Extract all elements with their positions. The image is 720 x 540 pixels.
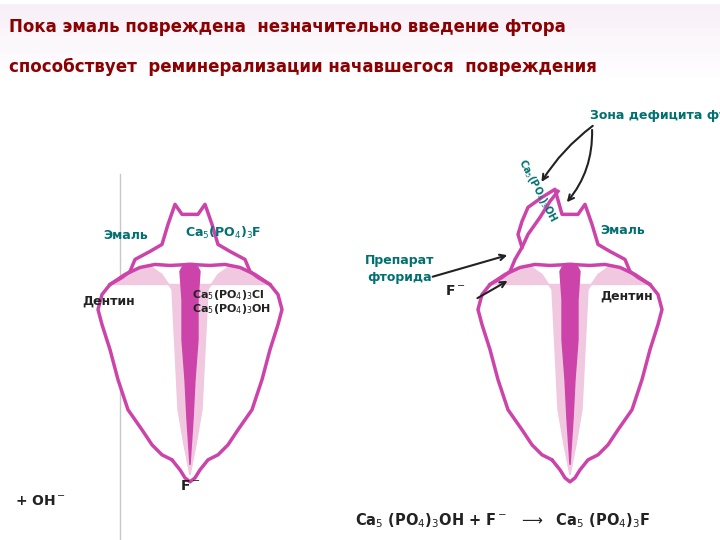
Text: Дентин: Дентин (600, 289, 652, 302)
Bar (0, 28, 720, 36)
Polygon shape (560, 264, 580, 465)
Text: + OH$^-$: + OH$^-$ (15, 494, 66, 508)
Bar (0, 77, 720, 85)
Text: F$^-$: F$^-$ (445, 284, 465, 298)
Bar (0, 12, 720, 20)
Bar (0, 69, 720, 77)
Bar (0, 52, 720, 60)
Text: Зона дефицита фтора: Зона дефицита фтора (590, 109, 720, 122)
Text: Дентин: Дентин (82, 294, 135, 308)
Text: Ca$_5$(PO$_4$)$_3$F: Ca$_5$(PO$_4$)$_3$F (185, 225, 261, 241)
Text: способствует  реминерализации начавшегося  повреждения: способствует реминерализации начавшегося… (9, 58, 596, 76)
Text: Ca$_5$(PO$_4$)$_3$OH: Ca$_5$(PO$_4$)$_3$OH (516, 156, 561, 225)
Bar (0, 4, 720, 12)
Polygon shape (180, 264, 200, 465)
Polygon shape (478, 190, 662, 482)
Bar (0, 36, 720, 45)
Polygon shape (490, 266, 650, 475)
Text: Эмаль: Эмаль (103, 230, 148, 242)
Bar (0, 20, 720, 28)
Polygon shape (98, 204, 282, 482)
Bar (0, 44, 720, 52)
Text: F$^-$: F$^-$ (180, 479, 200, 493)
Text: Ca$_5$(PO$_4$)$_3$OH: Ca$_5$(PO$_4$)$_3$OH (192, 301, 271, 315)
Text: Эмаль: Эмаль (600, 225, 644, 238)
Text: Пока эмаль повреждена  незначительно введение фтора: Пока эмаль повреждена незначительно введ… (9, 18, 565, 36)
Text: Ca$_5$ (PO$_4$)$_3$OH + F$^-$  $\longrightarrow$  Ca$_5$ (PO$_4$)$_3$F: Ca$_5$ (PO$_4$)$_3$OH + F$^-$ $\longrigh… (355, 511, 650, 530)
Polygon shape (110, 266, 270, 475)
Text: Препарат
фторида: Препарат фторида (365, 254, 435, 285)
Bar (0, 60, 720, 69)
Text: Ca$_5$(PO$_4$)$_3$Cl: Ca$_5$(PO$_4$)$_3$Cl (192, 287, 264, 301)
